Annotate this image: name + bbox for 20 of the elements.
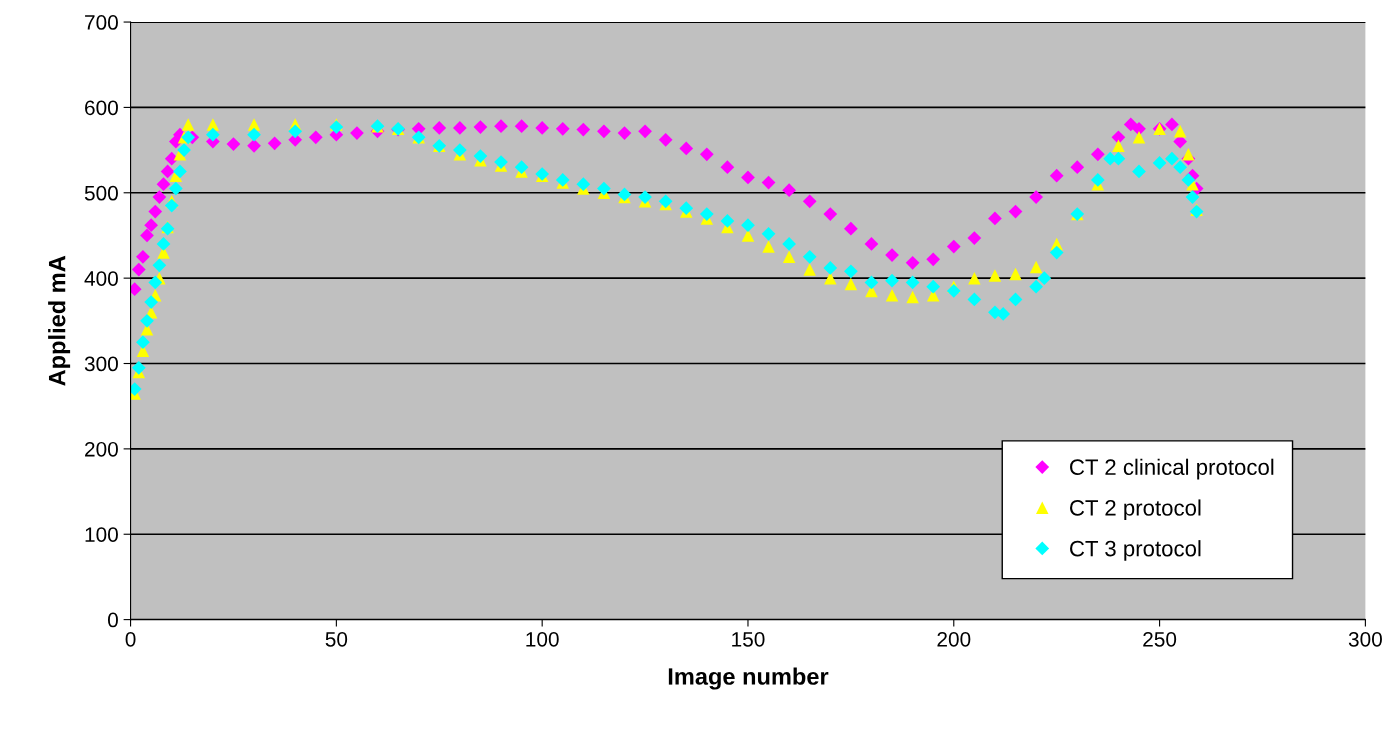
x-tick-label: 0 — [125, 631, 136, 647]
y-tick-label: 700 — [85, 15, 118, 30]
legend-label: CT 3 protocol — [1070, 540, 1201, 561]
y-axis-title: Applied mA — [48, 255, 71, 386]
x-tick-label: 150 — [732, 631, 765, 647]
x-tick-label: 50 — [325, 631, 348, 647]
legend-label: CT 2 protocol — [1070, 499, 1201, 521]
legend-label: CT 2 clinical protocol — [1070, 458, 1274, 480]
y-tick-label: 600 — [85, 100, 118, 116]
x-tick-label: 200 — [937, 631, 971, 647]
y-tick-label: 200 — [85, 441, 118, 457]
x-tick-label: 300 — [1348, 631, 1382, 647]
y-tick-label: 300 — [84, 356, 118, 372]
x-tick-label: 250 — [1143, 631, 1177, 647]
y-tick-label: 0 — [107, 612, 118, 628]
y-tick-label: 100 — [85, 527, 118, 542]
y-tick-label: 500 — [84, 185, 118, 201]
y-tick-label: 400 — [84, 271, 118, 286]
x-axis-title: Image number — [668, 667, 829, 690]
x-tick-label: 100 — [526, 631, 559, 647]
